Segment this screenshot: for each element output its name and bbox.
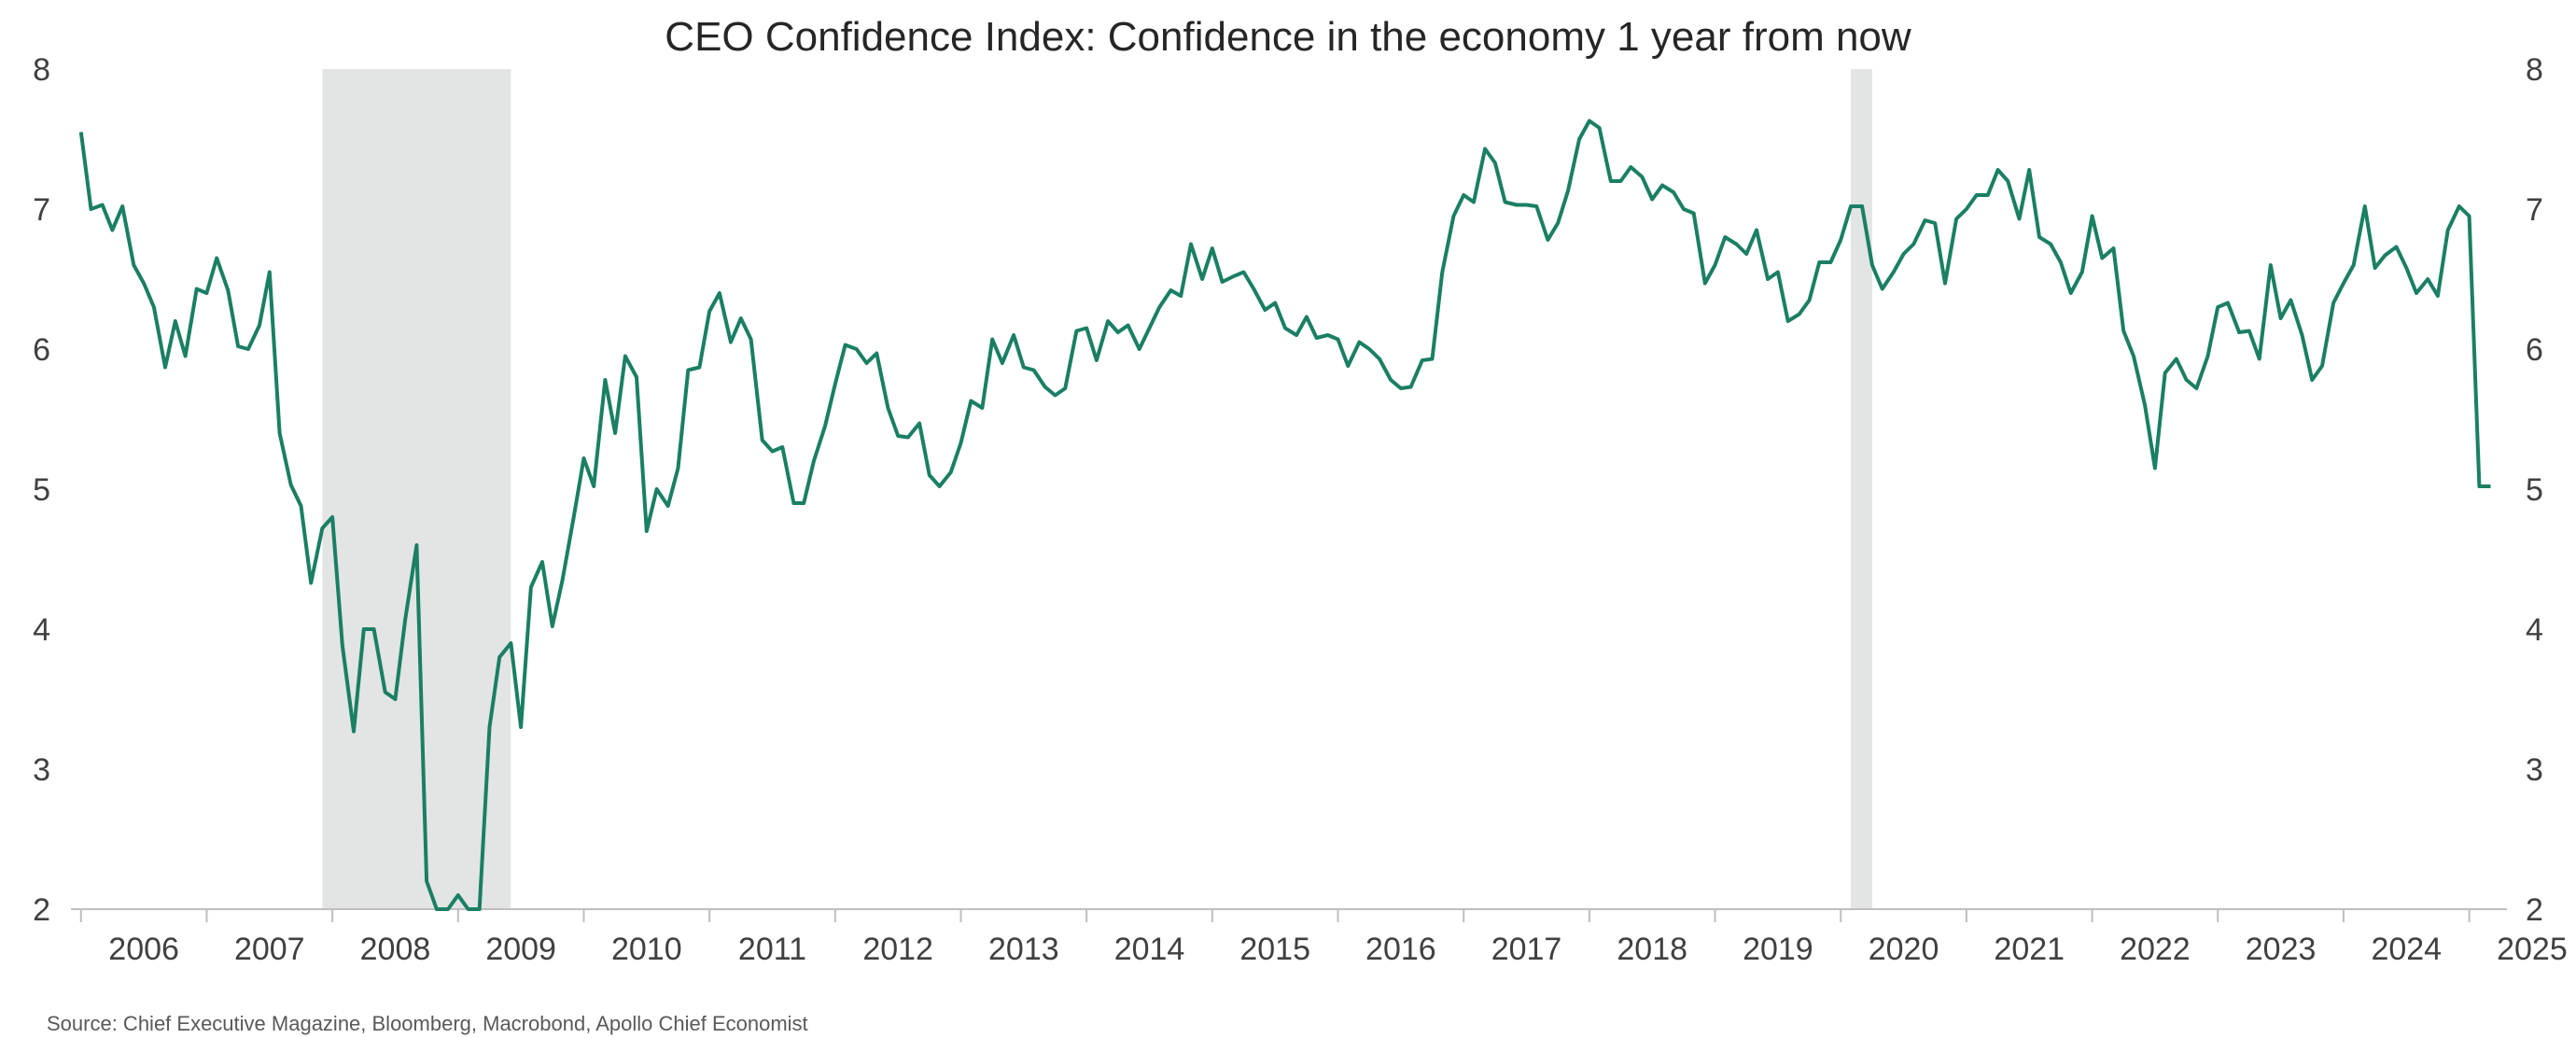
recession-band-1 <box>1850 69 1872 909</box>
y-tick-right-7: 7 <box>2526 192 2543 228</box>
x-tick-2025: 2025 <box>2497 932 2568 967</box>
x-tick-2023: 2023 <box>2246 932 2317 967</box>
recession-band-0 <box>322 69 511 909</box>
y-axis-left: 2 3 4 5 6 7 8 <box>33 52 50 928</box>
x-tick-2013: 2013 <box>988 932 1059 967</box>
x-tick-2009: 2009 <box>485 932 556 967</box>
source-note: Source: Chief Executive Magazine, Bloomb… <box>47 1012 808 1035</box>
x-tick-2014: 2014 <box>1114 932 1185 967</box>
x-tick-2020: 2020 <box>1869 932 1939 967</box>
x-tick-2017: 2017 <box>1491 932 1562 967</box>
x-tick-2007: 2007 <box>234 932 305 967</box>
x-tick-2006: 2006 <box>108 932 179 967</box>
chart-title: CEO Confidence Index: Confidence in the … <box>665 14 1911 60</box>
y-tick-left-4: 4 <box>33 612 50 648</box>
x-tick-2010: 2010 <box>611 932 682 967</box>
y-tick-left-6: 6 <box>33 332 50 368</box>
y-axis-right: 2 3 4 5 6 7 8 <box>2526 52 2543 928</box>
x-axis: 2006 2007 2008 2009 2010 2011 2012 2013 2014 2015… <box>71 908 2568 967</box>
y-tick-left-3: 3 <box>33 752 50 788</box>
y-tick-right-5: 5 <box>2526 472 2543 508</box>
x-tick-2016: 2016 <box>1365 932 1436 967</box>
y-tick-right-4: 4 <box>2526 612 2543 648</box>
x-tick-2008: 2008 <box>360 932 431 967</box>
series-line <box>78 119 2491 911</box>
y-tick-left-8: 8 <box>33 52 50 88</box>
y-tick-right-6: 6 <box>2526 332 2543 368</box>
x-tick-2022: 2022 <box>2120 932 2191 967</box>
x-tick-2024: 2024 <box>2371 932 2442 967</box>
recession-bands <box>322 69 1872 909</box>
x-tick-2012: 2012 <box>862 932 933 967</box>
y-tick-left-2: 2 <box>33 892 50 928</box>
x-tick-2019: 2019 <box>1743 932 1813 967</box>
x-tick-2021: 2021 <box>1994 932 2065 967</box>
y-tick-right-8: 8 <box>2526 52 2543 88</box>
y-tick-right-2: 2 <box>2526 892 2543 928</box>
y-tick-left-5: 5 <box>33 472 50 508</box>
y-tick-right-3: 3 <box>2526 752 2543 788</box>
x-tick-2011: 2011 <box>738 932 806 967</box>
x-tick-2015: 2015 <box>1239 932 1310 967</box>
y-tick-left-7: 7 <box>33 192 50 228</box>
x-tick-2018: 2018 <box>1617 932 1687 967</box>
